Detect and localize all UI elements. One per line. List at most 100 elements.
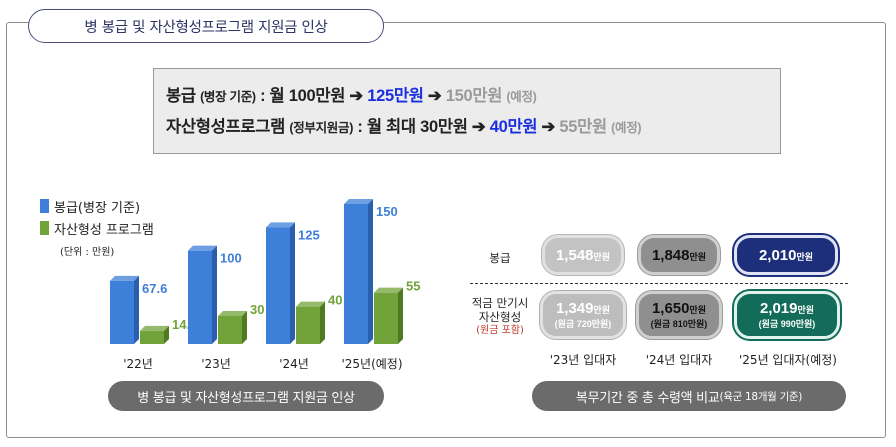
- comparison-caption-sub: (육군 18개월 기준): [719, 390, 803, 403]
- data-label-salary-0: 67.6: [142, 281, 167, 296]
- asset-23-note: (원금 720만원): [554, 319, 612, 329]
- legend-item-asset: 자산형성 프로그램: [40, 217, 154, 239]
- summary-asset-v1: 30만원: [420, 118, 468, 136]
- data-label-salary-2: 125: [298, 227, 320, 242]
- unit-label: 만원: [593, 305, 611, 315]
- bar-top-0-2: [266, 222, 295, 228]
- legend-swatch-green: [40, 221, 49, 235]
- bar-top-0-3: [344, 199, 373, 204]
- row-label-asset-line2: 자산형성: [478, 310, 522, 324]
- arrow-icon: ➔: [427, 87, 446, 105]
- asset-24-box: 1,650만원 (원금 810만원): [636, 291, 722, 339]
- x-tick-label-1: '23년: [201, 357, 231, 371]
- bar-side-1-3: [398, 287, 403, 344]
- summary-salary-note: (병장 기준): [200, 90, 256, 104]
- bar-salary-0: [110, 280, 134, 344]
- x-tick-label-0: '22년: [123, 357, 153, 371]
- comparison-caption-pill: 복무기간 중 총 수령액 비교 (육군 18개월 기준): [532, 381, 846, 411]
- comparison-caption-main: 복무기간 중 총 수령액 비교: [575, 390, 720, 406]
- bar-asset-2: [296, 306, 320, 344]
- unit-label: 만원: [796, 251, 814, 262]
- unit-label: 만원: [797, 305, 815, 315]
- bar-top-1-3: [374, 287, 403, 293]
- unit-label: 만원: [593, 251, 611, 262]
- row-label-salary: 봉급: [489, 251, 511, 265]
- legend-item-salary: 봉급(병장 기준): [40, 195, 154, 217]
- legend-label-salary: 봉급(병장 기준): [54, 200, 141, 216]
- summary-salary-v2: 125만원: [367, 87, 424, 105]
- asset-25-value: 2,019: [759, 300, 798, 317]
- page-title: 병 봉급 및 자산형성프로그램 지원금 인상: [28, 9, 384, 43]
- arrow-icon: ➔: [349, 87, 368, 105]
- summary-salary-label: 봉급: [166, 87, 196, 105]
- data-label-salary-3: 150: [376, 204, 398, 219]
- bar-salary-3: [344, 204, 368, 344]
- total-salary-23: 1,548: [555, 246, 594, 264]
- arrow-icon: ➔: [541, 118, 560, 136]
- summary-asset-v2: 40만원: [489, 118, 538, 136]
- content-frame: [6, 22, 886, 438]
- legend-label-asset: 자산형성 프로그램: [54, 222, 154, 238]
- chart-caption-pill: 병 봉급 및 자산형성프로그램 지원금 인상: [108, 381, 384, 411]
- summary-salary-prefix: : 월: [260, 87, 289, 105]
- column-label-23: '23년 입대자: [549, 353, 617, 367]
- summary-asset-v3: 55만원: [559, 118, 607, 136]
- divider: [470, 283, 848, 284]
- bar-side-0-3: [368, 199, 373, 344]
- total-salary-23-box: 1,548만원: [542, 235, 624, 275]
- asset-25-note: (원금 990만원): [758, 319, 816, 329]
- asset-25-box: 2,019만원 (원금 990만원): [734, 291, 840, 339]
- bar-salary-2: [266, 227, 290, 344]
- bar-side-0-0: [134, 275, 139, 344]
- summary-box: 봉급 (병장 기준) : 월 100만원 ➔ 125만원 ➔ 150만원 (예정…: [153, 68, 781, 154]
- summary-salary-v3: 150만원: [445, 87, 503, 105]
- x-tick-label-3: '25년(예정): [341, 357, 402, 371]
- bar-asset-1: [218, 316, 242, 344]
- x-tick-label-2: '24년: [279, 357, 309, 371]
- bar-side-0-2: [290, 222, 295, 344]
- bar-top-0-0: [110, 275, 139, 281]
- total-salary-24-box: 1,848만원: [638, 235, 720, 275]
- column-label-25: '25년 입대자(예정): [739, 353, 837, 367]
- bar-top-1-1: [218, 311, 247, 316]
- summary-asset-label: 자산형성프로그램: [166, 118, 286, 136]
- arrow-icon: ➔: [471, 118, 490, 136]
- unit-label: 만원: [689, 251, 707, 262]
- chart-legend: 봉급(병장 기준) 자산형성 프로그램 (단위 : 만원): [40, 195, 154, 258]
- bar-side-1-0: [164, 325, 169, 344]
- bar-side-1-1: [242, 311, 247, 344]
- bar-top-1-0: [140, 325, 169, 331]
- total-salary-24: 1,848: [651, 246, 690, 264]
- asset-23-box: 1,349만원 (원금 720만원): [540, 291, 626, 339]
- summary-asset-line: 자산형성프로그램 (정부지원금) : 월 최대 30만원 ➔ 40만원 ➔ 55…: [166, 113, 780, 144]
- data-label-salary-1: 100: [220, 251, 242, 266]
- summary-asset-planned: (예정): [611, 121, 642, 135]
- summary-asset-note: (정부지원금): [289, 121, 354, 135]
- bar-salary-1: [188, 250, 212, 344]
- bar-side-0-1: [212, 245, 217, 344]
- legend-swatch-blue: [40, 199, 49, 213]
- total-salary-25: 2,010: [758, 246, 797, 264]
- unit-label: 만원: [689, 305, 707, 315]
- asset-24-note: (원금 810만원): [650, 319, 708, 329]
- data-label-asset-3: 55: [406, 279, 420, 294]
- summary-salary-planned: (예정): [506, 90, 537, 104]
- asset-23-value: 1,349: [555, 300, 594, 317]
- bar-side-1-2: [320, 301, 325, 344]
- total-salary-25-box: 2,010만원: [734, 235, 838, 275]
- bar-asset-3: [374, 292, 398, 344]
- row-label-asset-line1: 적금 만기시: [471, 296, 529, 310]
- summary-salary-line: 봉급 (병장 기준) : 월 100만원 ➔ 125만원 ➔ 150만원 (예정…: [166, 82, 780, 113]
- summary-asset-prefix: : 월 최대: [357, 118, 421, 136]
- row-label-asset-sub: (원금 포함): [476, 325, 524, 336]
- bar-top-1-2: [296, 301, 325, 307]
- summary-salary-v1: 100만원: [288, 87, 346, 105]
- data-label-asset-1: 30: [250, 302, 264, 317]
- bar-asset-0: [140, 330, 164, 344]
- data-label-asset-2: 40: [328, 293, 342, 308]
- bar-top-0-1: [188, 245, 217, 251]
- column-label-24: '24년 입대자: [645, 353, 713, 367]
- asset-24-value: 1,650: [651, 300, 690, 317]
- row-label-asset: 적금 만기시 자산형성 (원금 포함): [464, 296, 536, 338]
